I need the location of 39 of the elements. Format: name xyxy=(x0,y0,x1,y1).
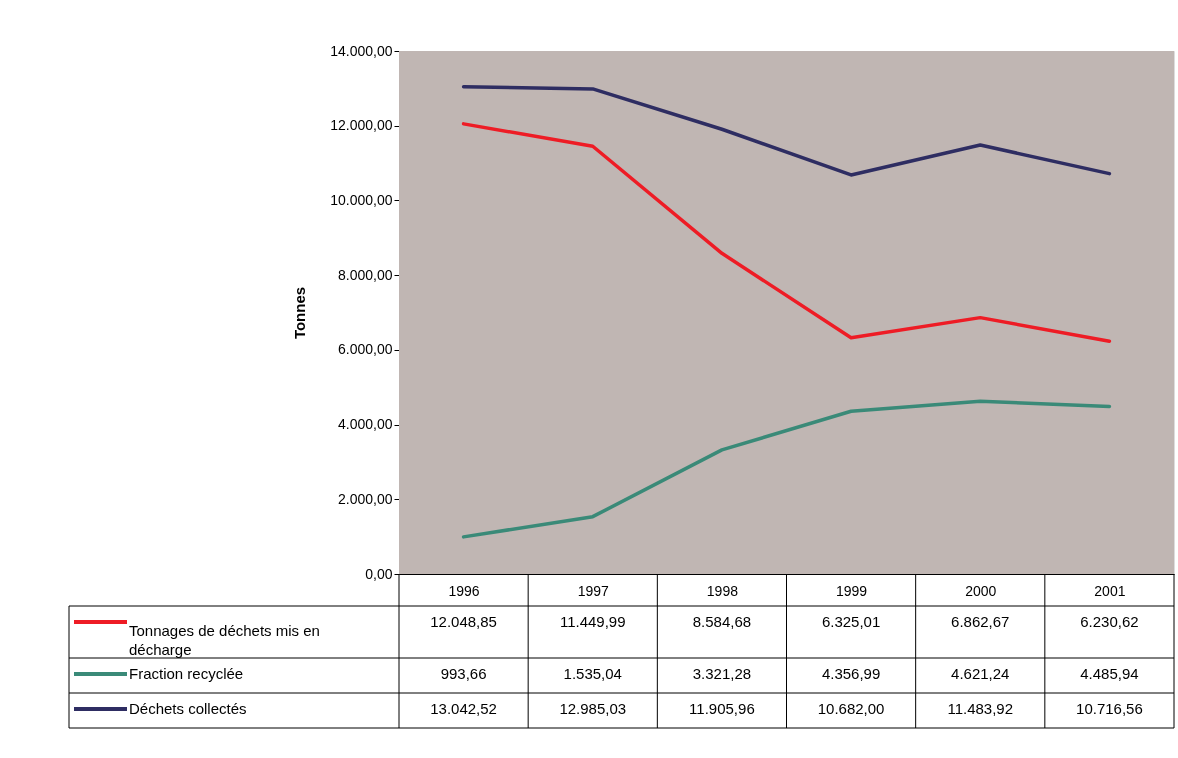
line-series xyxy=(461,85,1112,177)
y-tick-label: 0,00 xyxy=(365,565,393,582)
data-label: 6.325,01 xyxy=(821,613,881,630)
y-tick-label: 2.000,00 xyxy=(338,490,393,507)
data-label: 12.048,85 xyxy=(430,613,497,630)
y-axis-title: Tonnes xyxy=(291,286,309,340)
x-tick-label: 1998 xyxy=(706,582,739,599)
data-label: 6.230,62 xyxy=(1080,613,1139,630)
y-tick-label: 4.000,00 xyxy=(338,416,393,433)
data-label: 12.985,03 xyxy=(559,700,627,717)
data-label: 6.862,67 xyxy=(951,613,1010,630)
data-label: 11.483,92 xyxy=(947,700,1014,717)
line-series xyxy=(461,399,1112,539)
data-label: 10.682,00 xyxy=(817,700,885,717)
legend-label: Fraction recyclée xyxy=(129,665,244,682)
x-tick-label: 2001 xyxy=(1094,582,1126,599)
legend-label: Déchets collectés xyxy=(129,700,247,717)
data-label: 11.905,96 xyxy=(689,700,755,717)
data-label: 4.485,94 xyxy=(1080,665,1139,682)
data-label: 4.356,99 xyxy=(821,665,881,682)
data-label: 3.321,28 xyxy=(692,665,752,682)
data-label: 1.535,04 xyxy=(563,665,622,682)
data-label: 11.449,99 xyxy=(559,613,626,630)
data-label: 4.621,24 xyxy=(951,665,1010,682)
y-tick-label: 6.000,00 xyxy=(338,341,393,358)
data-label: 13.042,52 xyxy=(430,700,497,717)
legend-label: Tonnages de déchets mis en décharge xyxy=(129,622,320,658)
data-label: 8.584,68 xyxy=(692,613,752,630)
x-tick-label: 1999 xyxy=(836,582,868,599)
data-label: 10.716,56 xyxy=(1076,700,1143,717)
y-tick-label: 12.000,00 xyxy=(330,117,393,134)
line-series xyxy=(461,122,1112,343)
x-tick-label: 2000 xyxy=(965,582,997,599)
y-tick-label: 14.000,00 xyxy=(330,42,393,59)
x-tick-label: 1997 xyxy=(577,582,610,599)
x-tick-label: 1996 xyxy=(448,582,480,599)
y-tick-label: 10.000,00 xyxy=(330,191,393,208)
y-tick-label: 8.000,00 xyxy=(338,266,393,283)
data-label: 993,66 xyxy=(440,665,487,682)
